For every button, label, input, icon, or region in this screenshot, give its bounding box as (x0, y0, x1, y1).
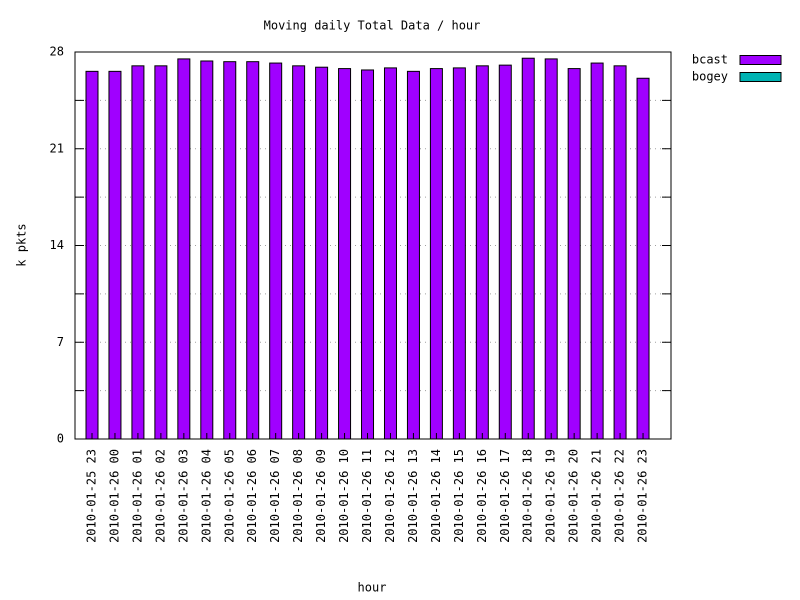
x-tick-label: 2010-01-26 03 (176, 449, 190, 543)
bar (613, 65, 627, 440)
legend-swatch (739, 72, 782, 82)
bar (636, 77, 650, 440)
bar (246, 61, 260, 440)
x-tick-label: 2010-01-26 09 (314, 449, 328, 543)
bar (108, 70, 122, 440)
x-tick-label: 2010-01-26 19 (544, 449, 558, 543)
bar (590, 62, 604, 440)
y-axis-label: k pkts (15, 223, 29, 266)
x-tick-label: 2010-01-26 20 (567, 449, 581, 543)
bar (498, 64, 512, 440)
bar (406, 70, 420, 440)
bar (429, 68, 443, 440)
plot-border (74, 51, 672, 440)
x-tick-label: 2010-01-26 07 (268, 449, 282, 543)
bar (131, 65, 145, 440)
bar (177, 58, 191, 440)
x-tick-label: 2010-01-26 06 (245, 449, 259, 543)
bar (315, 66, 329, 440)
x-tick-label: 2010-01-25 23 (85, 449, 99, 543)
legend-swatch (739, 55, 782, 65)
bar (200, 60, 214, 440)
x-tick-label: 2010-01-26 23 (636, 449, 650, 543)
chart-title: Moving daily Total Data / hour (264, 19, 481, 33)
bar (292, 65, 306, 440)
y-tick-label: 28 (50, 45, 64, 59)
x-tick-label: 2010-01-26 10 (337, 449, 351, 543)
y-tick-label: 21 (50, 141, 64, 155)
x-tick-label: 2010-01-26 17 (498, 449, 512, 543)
bar (269, 62, 283, 440)
x-tick-label: 2010-01-26 05 (222, 449, 236, 543)
legend-label: bogey (692, 70, 728, 84)
bar (521, 57, 535, 440)
x-tick-label: 2010-01-26 11 (360, 449, 374, 543)
x-tick-label: 2010-01-26 01 (130, 449, 144, 543)
x-tick-label: 2010-01-26 12 (383, 449, 397, 543)
bar (383, 67, 397, 440)
y-tick-label: 7 (57, 335, 64, 349)
bar (452, 67, 466, 440)
y-tick-label: 14 (50, 238, 64, 252)
x-tick-label: 2010-01-26 16 (475, 449, 489, 543)
bar (223, 61, 237, 440)
x-tick-label: 2010-01-26 00 (107, 449, 121, 543)
x-tick-label: 2010-01-26 02 (153, 449, 167, 543)
bar (154, 65, 168, 440)
x-tick-label: 2010-01-26 08 (291, 449, 305, 543)
x-axis-label: hour (358, 581, 387, 595)
x-tick-label: 2010-01-26 21 (590, 449, 604, 543)
bar (475, 65, 489, 440)
bar (361, 69, 375, 440)
x-tick-label: 2010-01-26 14 (429, 449, 443, 543)
x-tick-label: 2010-01-26 15 (452, 449, 466, 543)
bar (85, 70, 99, 440)
x-tick-label: 2010-01-26 18 (521, 449, 535, 543)
x-tick-label: 2010-01-26 22 (613, 449, 627, 543)
legend-label: bcast (692, 53, 728, 67)
y-tick-label: 0 (57, 432, 64, 446)
x-tick-label: 2010-01-26 13 (406, 449, 420, 543)
bar (567, 68, 581, 440)
x-tick-label: 2010-01-26 04 (199, 449, 213, 543)
bar (544, 58, 558, 440)
bar (338, 68, 352, 440)
